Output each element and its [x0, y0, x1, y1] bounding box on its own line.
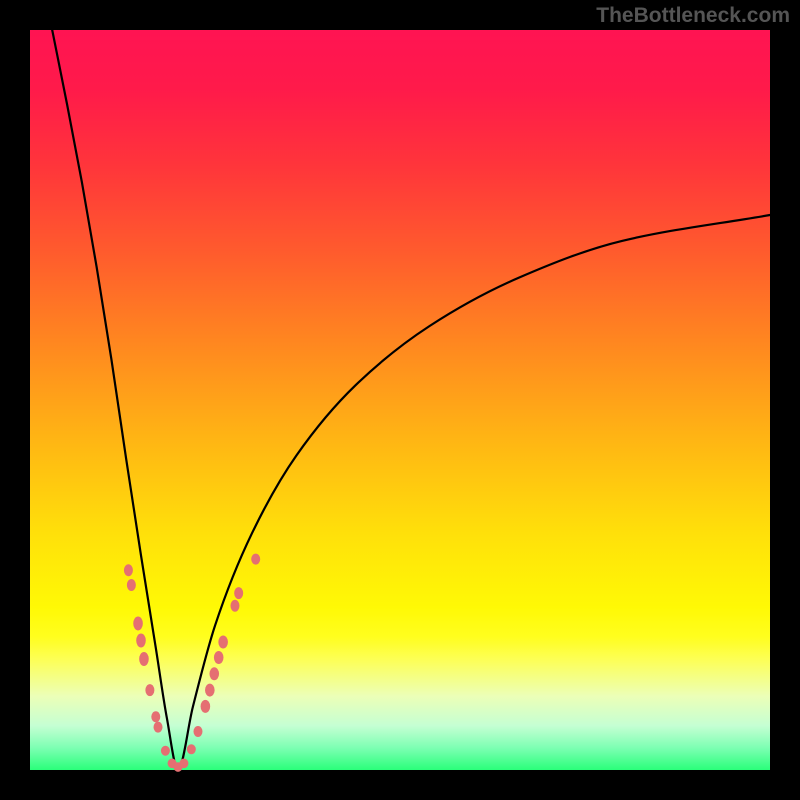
data-marker [218, 635, 228, 648]
data-marker [230, 600, 239, 612]
data-marker [251, 554, 260, 565]
data-marker [234, 587, 243, 599]
data-marker [193, 726, 202, 737]
data-marker [205, 684, 215, 697]
data-marker [154, 722, 163, 733]
chart-container: TheBottleneck.com [0, 0, 800, 800]
data-marker [201, 700, 211, 713]
data-marker [214, 651, 224, 664]
data-marker [139, 652, 149, 666]
data-marker [187, 744, 196, 754]
data-marker [127, 579, 136, 591]
data-marker [145, 684, 154, 696]
data-marker [133, 616, 143, 630]
data-marker [209, 667, 219, 680]
data-marker [136, 634, 146, 648]
data-marker [161, 746, 170, 756]
data-marker [151, 711, 160, 722]
bottleneck-chart [0, 0, 800, 800]
data-marker [179, 759, 188, 769]
watermark-text: TheBottleneck.com [596, 4, 790, 28]
data-marker [124, 564, 133, 576]
